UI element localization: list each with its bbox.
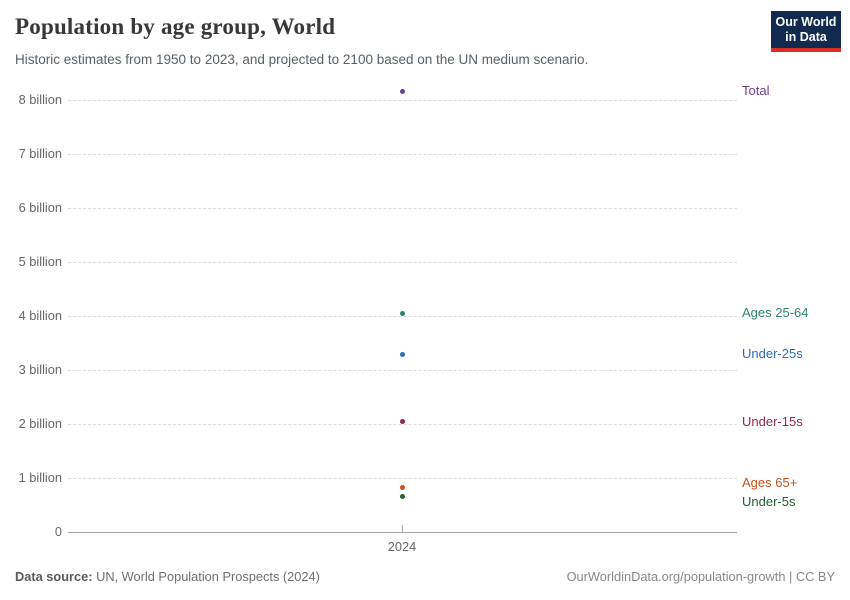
chart-title: Population by age group, World <box>15 14 336 39</box>
owid-logo-line1: Our World <box>775 14 837 29</box>
y-axis-tick-label: 2 billion <box>18 416 62 431</box>
gridline <box>68 262 737 263</box>
gridline <box>68 370 737 371</box>
x-axis-tick <box>402 525 403 532</box>
x-axis-line <box>68 532 737 533</box>
series-label-under-25s[interactable]: Under-25s <box>742 346 803 362</box>
point-ages-25-64[interactable] <box>399 310 405 316</box>
gridline <box>68 208 737 209</box>
gridline <box>68 154 737 155</box>
series-label-ages-65[interactable]: Ages 65+ <box>742 475 798 491</box>
gridline <box>68 100 737 101</box>
series-label-under-15s[interactable]: Under-15s <box>742 413 803 429</box>
y-axis-tick-label: 6 billion <box>18 200 62 215</box>
point-under-15s[interactable] <box>399 419 405 425</box>
gridline <box>68 478 737 479</box>
point-under-25s[interactable] <box>399 351 405 357</box>
gridline <box>68 316 737 317</box>
owid-logo[interactable]: Our World in Data <box>771 11 841 52</box>
y-axis-tick-label: 8 billion <box>18 92 62 107</box>
series-label-total[interactable]: Total <box>742 83 770 99</box>
data-source-label: Data source: <box>15 569 93 584</box>
x-axis-tick-label: 2024 <box>387 539 417 554</box>
gridline <box>68 424 737 425</box>
series-label-under-5s[interactable]: Under-5s <box>742 493 796 509</box>
y-axis-tick-label: 1 billion <box>18 470 62 485</box>
y-axis-tick-label: 4 billion <box>18 308 62 323</box>
point-ages-65[interactable] <box>399 484 405 490</box>
y-axis-tick-label: 0 <box>54 524 62 539</box>
series-label-ages-25-64[interactable]: Ages 25-64 <box>742 305 809 321</box>
y-axis-tick-label: 7 billion <box>18 146 62 161</box>
owid-url-license[interactable]: OurWorldinData.org/population-growth | C… <box>566 569 835 584</box>
chart-footer: Data source: UN, World Population Prospe… <box>15 569 835 584</box>
data-source-note: Data source: UN, World Population Prospe… <box>15 569 320 584</box>
data-source-text: UN, World Population Prospects (2024) <box>92 569 320 584</box>
point-under-5s[interactable] <box>399 494 405 500</box>
chart-subtitle: Historic estimates from 1950 to 2023, an… <box>15 52 589 67</box>
y-axis-tick-label: 3 billion <box>18 362 62 377</box>
point-total[interactable] <box>399 88 405 94</box>
y-axis-tick-label: 5 billion <box>18 254 62 269</box>
owid-logo-line2: in Data <box>785 29 827 44</box>
